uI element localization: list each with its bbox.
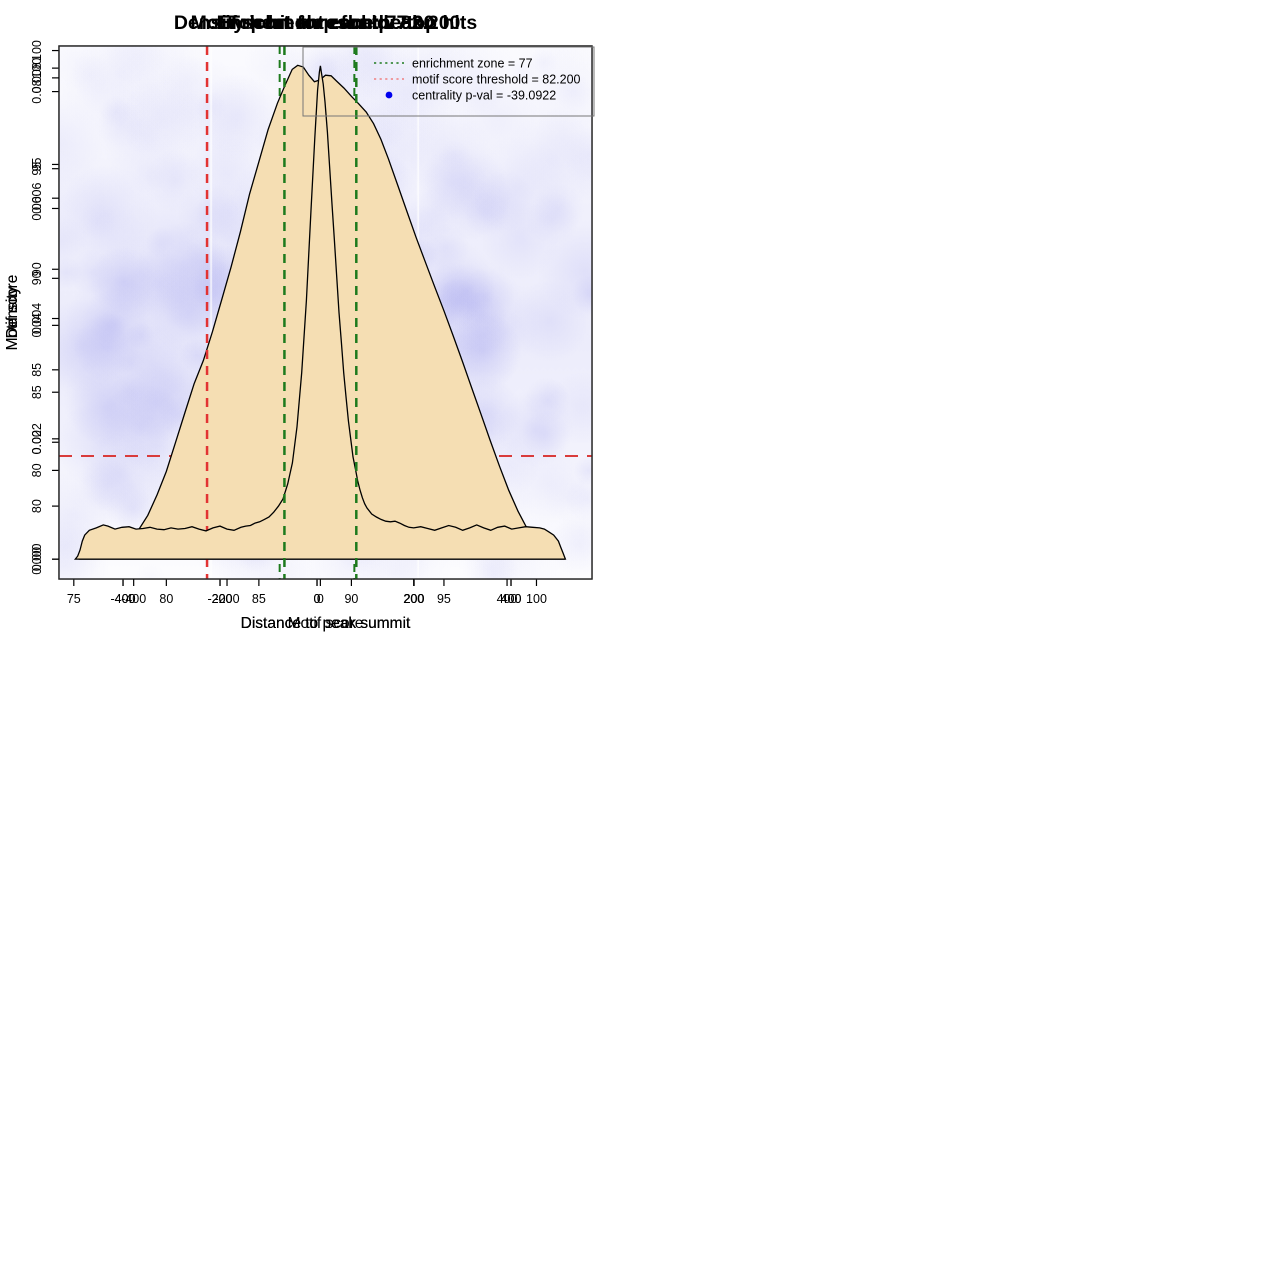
x-tick-label: -200 [207, 592, 232, 606]
y-tick-label: 90 [30, 271, 44, 285]
y-axis-label: Density [4, 286, 21, 338]
x-tick-label: 80 [159, 592, 173, 606]
x-tick-label: -400 [121, 592, 146, 606]
x-tick-label: 200 [404, 592, 425, 606]
plot-box [58, 45, 593, 580]
y-tick-label: 0.08 [30, 79, 44, 103]
x-tick-label: 85 [252, 592, 266, 606]
y-tick-label: 0.000 [30, 543, 44, 574]
panel-title: Motif score threshold: 82.200 [191, 12, 461, 34]
legend-item-label: motif score threshold = 82.200 [412, 73, 581, 87]
panel-title: Enrichment zone: 77.00 [217, 12, 435, 34]
x-tick-label: 200 [404, 592, 425, 606]
density-area [73, 65, 567, 560]
panel-distance-density: -400 -200 0 200 400 0.000 0.002 0.004 0.006 0.008… [0, 0, 640, 640]
y-tick-label: 0.02 [30, 430, 44, 454]
x-tick-label: 400 [497, 592, 518, 606]
plot-overlay-bottom-right: -400 -200 0 200 4000.0000.0020.0040.0060.008… [4, 12, 595, 632]
legend-item-label: enrichment zone = 77 [412, 57, 533, 71]
x-tick-label: 0 [314, 592, 321, 606]
x-tick-label: 200 [403, 592, 424, 606]
y-tick-label: 85 [30, 385, 44, 399]
x-tick-label: 400 [501, 592, 522, 606]
y-tick-label: 100 [30, 58, 44, 79]
y-tick-label: 0.06 [30, 196, 44, 220]
y-tick-label: 95 [30, 157, 44, 171]
x-tick-label: 400 [501, 592, 522, 606]
legend: enrichment zone = 77 motif score threshol… [302, 46, 595, 117]
x-tick-label: 75 [67, 592, 81, 606]
x-axis-label: Distance to peak summit [241, 615, 411, 632]
legend-box [302, 46, 595, 117]
y-tick-label: 85 [30, 363, 44, 377]
x-axis-label: Distance to peak summit [241, 615, 411, 632]
y-tick-label: 0.004 [30, 303, 44, 334]
x-tick-label: -200 [207, 592, 232, 606]
x-tick-label: 100 [526, 592, 547, 606]
x-tick-label: 90 [344, 592, 358, 606]
y-tick-label: 80 [30, 463, 44, 477]
y-tick-label: 90 [30, 262, 44, 276]
x-tick-label: -400 [111, 592, 136, 606]
y-tick-label: 0.008 [30, 62, 44, 93]
panel-title: Density heat map for the top hits [174, 12, 478, 34]
y-tick-label: 0.002 [30, 423, 44, 454]
y-axis-label: Motif score [4, 275, 21, 351]
x-tick-label: 95 [437, 592, 451, 606]
x-tick-label: -200 [215, 592, 240, 606]
y-tick-label: 0.006 [30, 183, 44, 214]
y-tick-label: 80 [30, 499, 44, 513]
y-axis-label: Motif score [4, 275, 21, 351]
panel-title: Top hit for each peak [228, 12, 423, 34]
x-tick-label: 0 [317, 592, 324, 606]
y-tick-label: 0.04 [30, 313, 44, 337]
y-axis-label: Density [4, 286, 21, 338]
x-axis-label: Motif score [288, 615, 364, 632]
x-tick-label: 0 [314, 592, 321, 606]
legend-swatch-dot [385, 91, 393, 99]
legend-item-label: centrality p-val = -39.0922 [412, 89, 556, 103]
x-axis-label: Distance to peak summit [241, 615, 411, 632]
y-tick-label: 0.00 [30, 547, 44, 571]
x-tick-label: -400 [111, 592, 136, 606]
y-tick-label: 100 [30, 40, 44, 61]
y-tick-label: 95 [30, 162, 44, 176]
